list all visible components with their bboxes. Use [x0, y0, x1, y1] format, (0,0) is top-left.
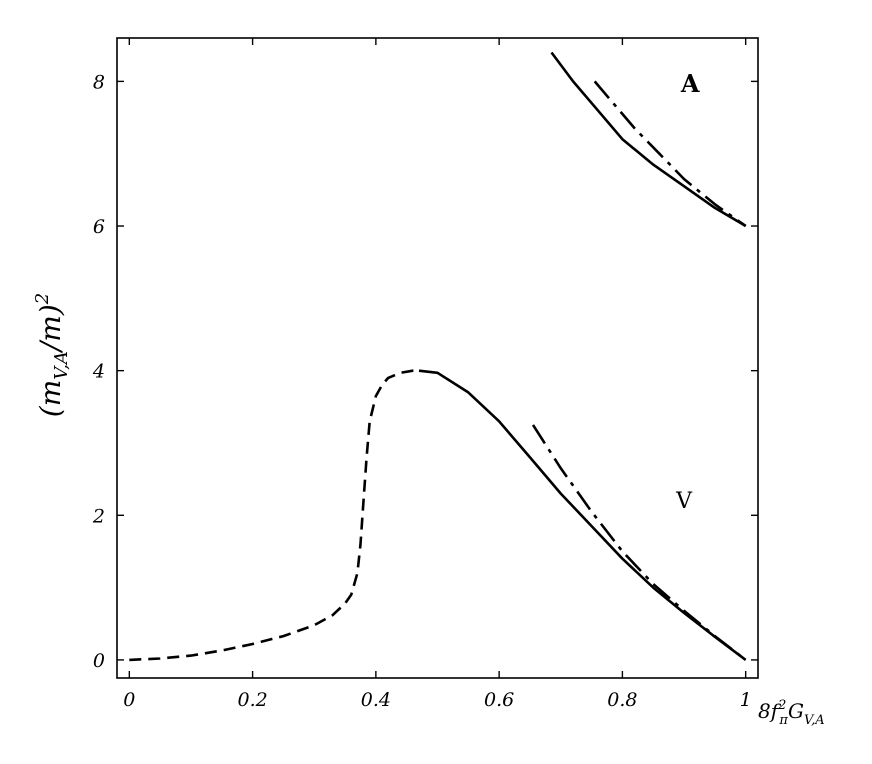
series-line-3: [531, 424, 747, 661]
series-group: [129, 51, 747, 662]
ticks: 0 0.2 0.4 0.6 0.8 1 0 2 4 6 8: [92, 38, 758, 711]
series-line-5: [593, 80, 747, 228]
annotation-a: A: [680, 69, 700, 98]
plot-frame: [116, 37, 759, 679]
x-tick-label: 0.2: [237, 689, 267, 711]
x-tick-label: 0.4: [361, 689, 391, 711]
annotations: AV: [675, 69, 700, 514]
y-axis-title: (mV,A/m)2: [32, 293, 72, 417]
y-tick-label: 8: [93, 71, 105, 93]
x-tick-label: 1: [740, 689, 752, 711]
y-tick-label: 6: [93, 216, 105, 238]
y-tick-label: 4: [92, 361, 105, 383]
annotation-v: V: [675, 489, 693, 514]
y-tick-label: 2: [92, 505, 105, 527]
x-tick-label: 0.8: [607, 689, 637, 711]
series-line-1: [129, 369, 419, 662]
series-line-4: [550, 51, 747, 228]
x-axis-title: 8f2 πGV,A: [758, 698, 825, 728]
x-tick-label: 0: [123, 689, 135, 711]
y-tick-label: 0: [93, 650, 105, 672]
series-line-2: [418, 369, 747, 661]
x-tick-label: 0.6: [484, 689, 514, 711]
